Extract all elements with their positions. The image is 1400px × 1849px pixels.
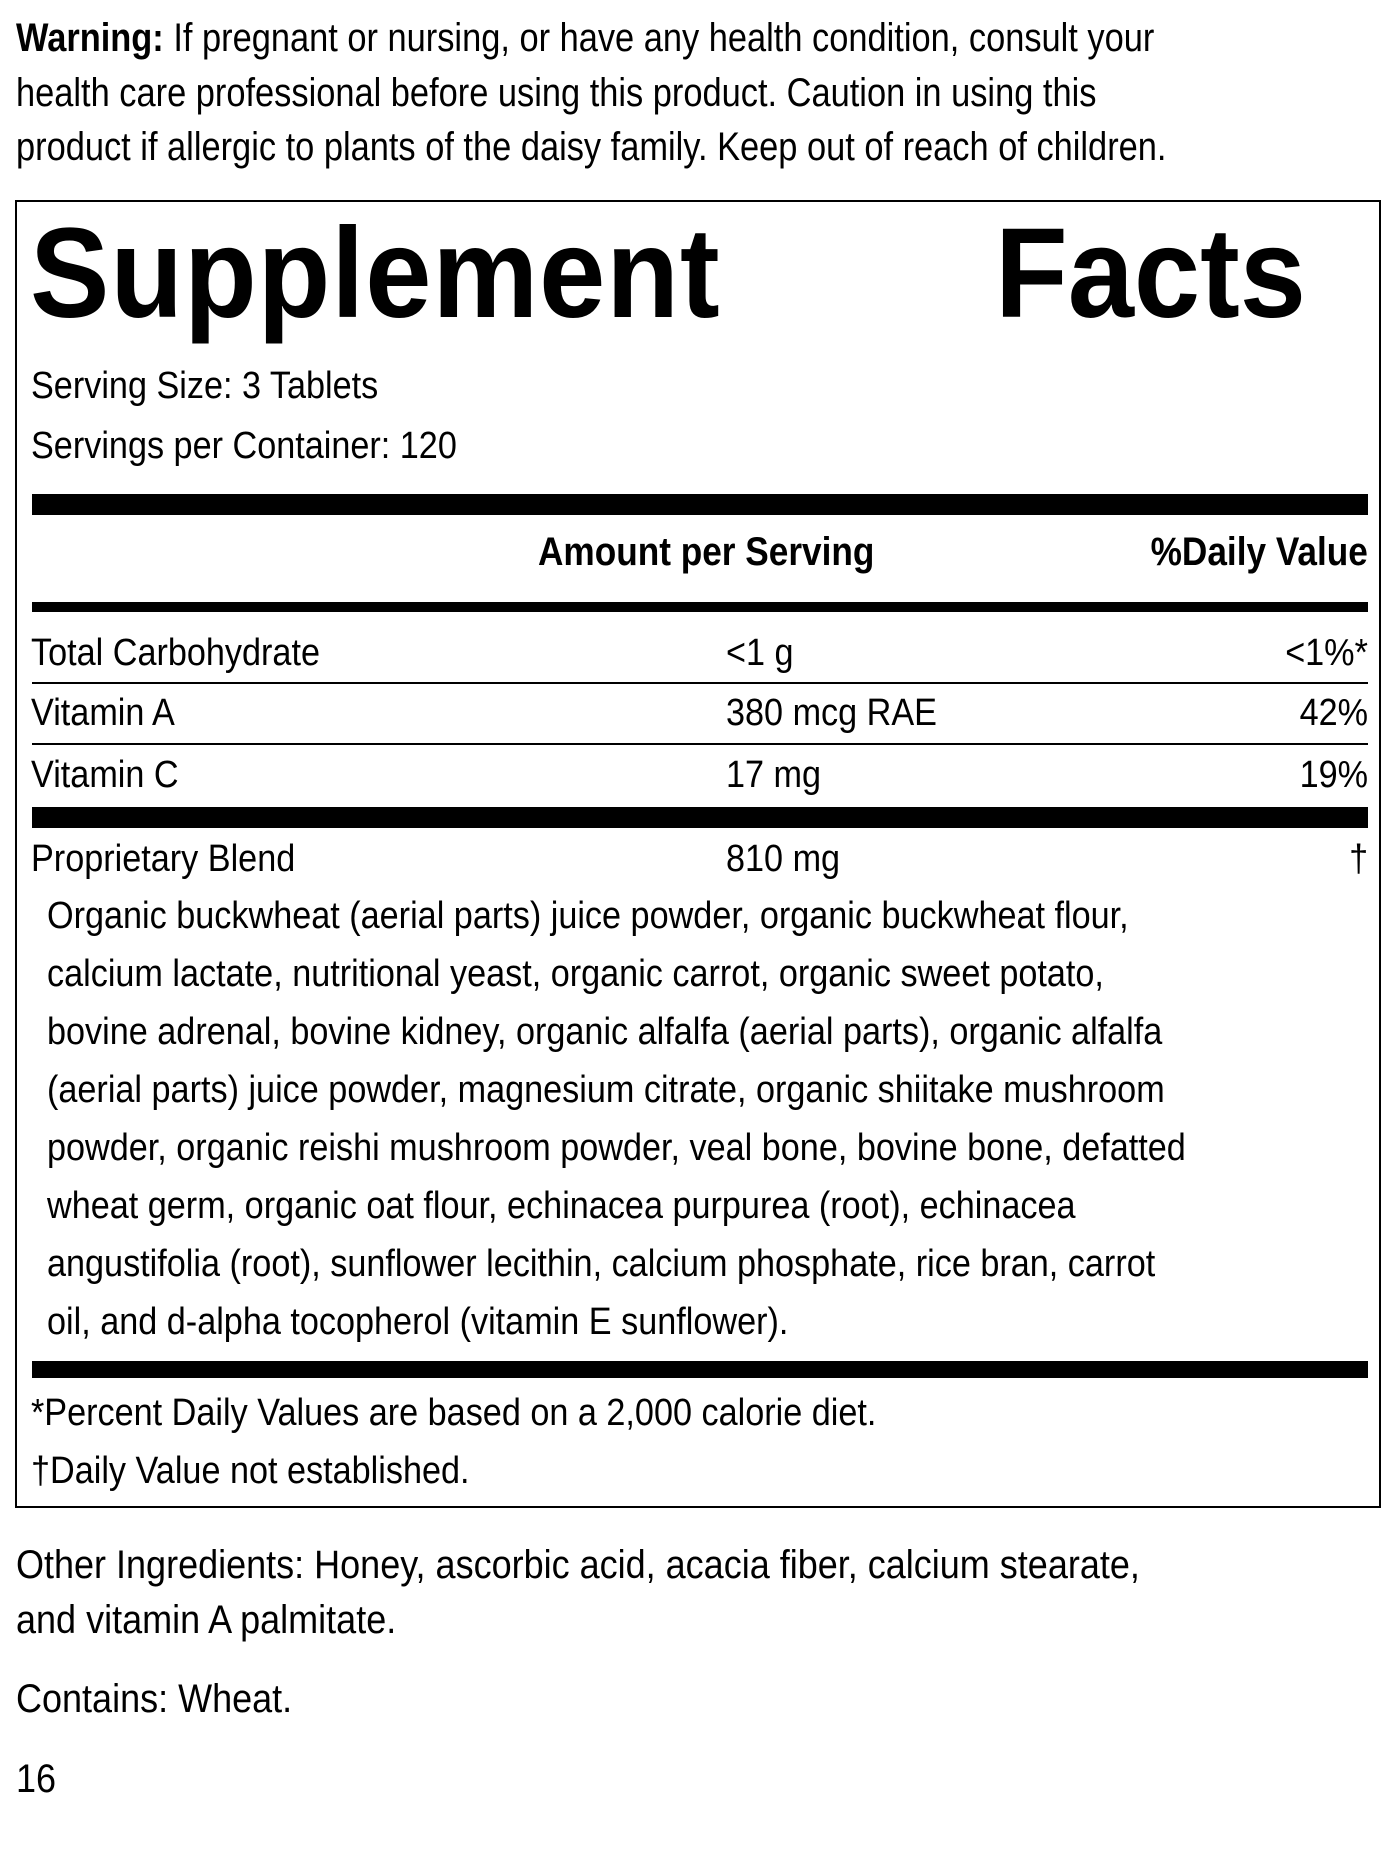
- page-number: 16: [16, 1757, 57, 1801]
- blend-line: oil, and d-alpha tocopherol (vitamin E s…: [47, 1301, 789, 1343]
- warning-line-3: product if allergic to plants of the dai…: [16, 125, 1167, 169]
- row-dv: <1%*: [1285, 632, 1368, 674]
- row-divider: [32, 743, 1368, 745]
- row-name: Proprietary Blend: [31, 838, 296, 880]
- header-amount: Amount per Serving: [538, 530, 875, 574]
- blend-line: wheat germ, organic oat flour, echinacea…: [47, 1185, 1076, 1227]
- row-name: Vitamin A: [31, 692, 175, 734]
- row-amount: <1 g: [726, 632, 794, 674]
- header-daily-value: %Daily Value: [1150, 530, 1368, 574]
- other-ingredients-line-1: Other Ingredients: Honey, ascorbic acid,…: [16, 1543, 1140, 1587]
- row-amount: 17 mg: [726, 754, 822, 796]
- warning-line-2: health care professional before using th…: [16, 71, 1097, 115]
- row-name: Vitamin C: [31, 754, 179, 796]
- blend-line: calcium lactate, nutritional yeast, orga…: [47, 953, 1104, 995]
- blend-line: (aerial parts) juice powder, magnesium c…: [47, 1069, 1165, 1111]
- serving-size: Serving Size: 3 Tablets: [31, 365, 379, 407]
- thick-divider: [32, 807, 1368, 828]
- warning-label: Warning:: [16, 16, 164, 60]
- warning-line-1: Warning: If pregnant or nursing, or have…: [16, 18, 1154, 58]
- blend-line: powder, organic reishi mushroom powder, …: [47, 1127, 1186, 1169]
- medium-divider: [32, 602, 1368, 612]
- panel-title-facts: Facts: [995, 202, 1306, 345]
- other-ingredients-line-2: and vitamin A palmitate.: [16, 1598, 397, 1642]
- row-dv: †: [1348, 838, 1368, 880]
- thick-divider: [32, 494, 1368, 515]
- row-amount: 810 mg: [726, 838, 841, 880]
- row-dv: 19%: [1299, 754, 1368, 796]
- row-name: Total Carbohydrate: [31, 632, 320, 674]
- blend-line: Organic buckwheat (aerial parts) juice p…: [47, 895, 1129, 937]
- row-dv: 42%: [1299, 692, 1368, 734]
- supplement-facts-panel: [15, 200, 1381, 1508]
- thick-divider: [32, 1361, 1368, 1378]
- blend-line: angustifolia (root), sunflower lecithin,…: [47, 1243, 1156, 1285]
- panel-title: Supplement: [30, 202, 721, 345]
- footnote-daily-values: *Percent Daily Values are based on a 2,0…: [31, 1392, 877, 1434]
- allergen-statement: Contains: Wheat.: [16, 1677, 293, 1721]
- servings-per-container: Servings per Container: 120: [31, 425, 457, 467]
- row-divider: [32, 682, 1368, 684]
- row-amount: 380 mcg RAE: [726, 692, 938, 734]
- warning-text: If pregnant or nursing, or have any heal…: [163, 16, 1155, 60]
- footnote-not-established: †Daily Value not established.: [31, 1450, 470, 1492]
- blend-line: bovine adrenal, bovine kidney, organic a…: [47, 1011, 1163, 1053]
